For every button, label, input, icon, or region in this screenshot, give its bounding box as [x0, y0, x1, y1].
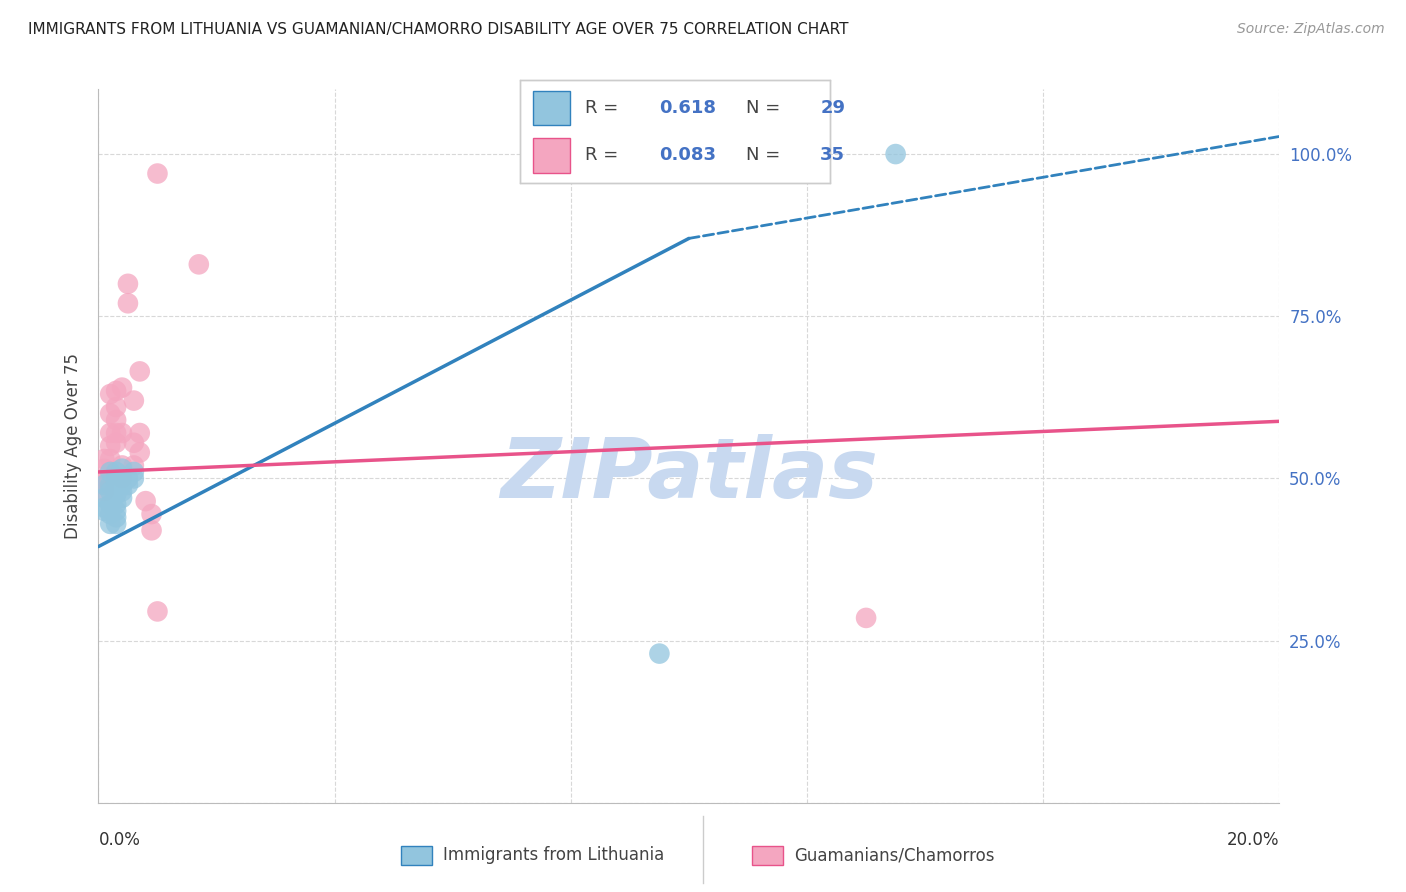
Point	[105, 413, 128, 427]
Text: 29: 29	[820, 99, 845, 117]
Point	[141, 524, 163, 538]
Point	[93, 471, 115, 485]
Point	[117, 478, 139, 492]
Point	[98, 425, 121, 440]
Bar	[533, 91, 569, 126]
Point	[93, 452, 115, 467]
Point	[98, 516, 121, 531]
Point	[105, 510, 128, 524]
Point	[105, 435, 128, 450]
Text: IMMIGRANTS FROM LITHUANIA VS GUAMANIAN/CHAMORRO DISABILITY AGE OVER 75 CORRELATI: IMMIGRANTS FROM LITHUANIA VS GUAMANIAN/C…	[28, 22, 849, 37]
Point	[98, 497, 121, 511]
Point	[122, 458, 145, 473]
Text: 35: 35	[820, 146, 845, 164]
Text: Source: ZipAtlas.com: Source: ZipAtlas.com	[1237, 22, 1385, 37]
Point	[128, 425, 150, 440]
Point	[105, 465, 128, 479]
Point	[128, 445, 150, 459]
Text: N =: N =	[747, 146, 786, 164]
Point	[122, 393, 145, 408]
Point	[111, 478, 134, 492]
Point	[111, 458, 134, 473]
Text: Immigrants from Lithuania: Immigrants from Lithuania	[443, 847, 664, 864]
Text: 0.0%: 0.0%	[98, 831, 141, 849]
Point	[111, 461, 134, 475]
Point	[105, 504, 128, 518]
Point	[105, 516, 128, 531]
Point	[117, 296, 139, 310]
Text: 0.083: 0.083	[659, 146, 717, 164]
Point	[111, 471, 134, 485]
Point	[98, 452, 121, 467]
Point	[93, 478, 115, 492]
Point	[105, 488, 128, 502]
Point	[187, 257, 209, 271]
Point	[111, 491, 134, 505]
Point	[105, 497, 128, 511]
Point	[98, 465, 121, 479]
Point	[117, 277, 139, 291]
Point	[98, 407, 121, 421]
Text: 0.618: 0.618	[659, 99, 717, 117]
Point	[98, 484, 121, 499]
Y-axis label: Disability Age Over 75: Disability Age Over 75	[65, 353, 83, 539]
Point	[111, 381, 134, 395]
Text: 20.0%: 20.0%	[1227, 831, 1279, 849]
Point	[111, 484, 134, 499]
Point	[98, 465, 121, 479]
Point	[122, 471, 145, 485]
Point	[135, 494, 157, 508]
Point	[884, 147, 907, 161]
Point	[105, 384, 128, 398]
Point	[105, 400, 128, 414]
Point	[93, 478, 115, 492]
Point	[93, 500, 115, 515]
Text: N =: N =	[747, 99, 786, 117]
Text: ZIPatlas: ZIPatlas	[501, 434, 877, 515]
Point	[98, 478, 121, 492]
Text: R =: R =	[585, 99, 624, 117]
Point	[146, 167, 169, 181]
Bar	[533, 137, 569, 173]
Point	[128, 364, 150, 378]
Point	[141, 507, 163, 521]
Point	[93, 491, 115, 505]
Point	[93, 461, 115, 475]
Point	[111, 471, 134, 485]
Point	[648, 647, 671, 661]
Text: R =: R =	[585, 146, 624, 164]
Point	[93, 504, 115, 518]
Point	[122, 465, 145, 479]
Point	[105, 475, 128, 489]
Point	[117, 471, 139, 485]
Point	[93, 484, 115, 499]
Point	[146, 604, 169, 618]
Point	[98, 507, 121, 521]
Point	[98, 439, 121, 453]
Text: Guamanians/Chamorros: Guamanians/Chamorros	[794, 847, 995, 864]
Point	[855, 611, 877, 625]
Point	[111, 425, 134, 440]
Point	[105, 481, 128, 495]
Point	[122, 435, 145, 450]
Point	[105, 425, 128, 440]
Point	[98, 387, 121, 401]
